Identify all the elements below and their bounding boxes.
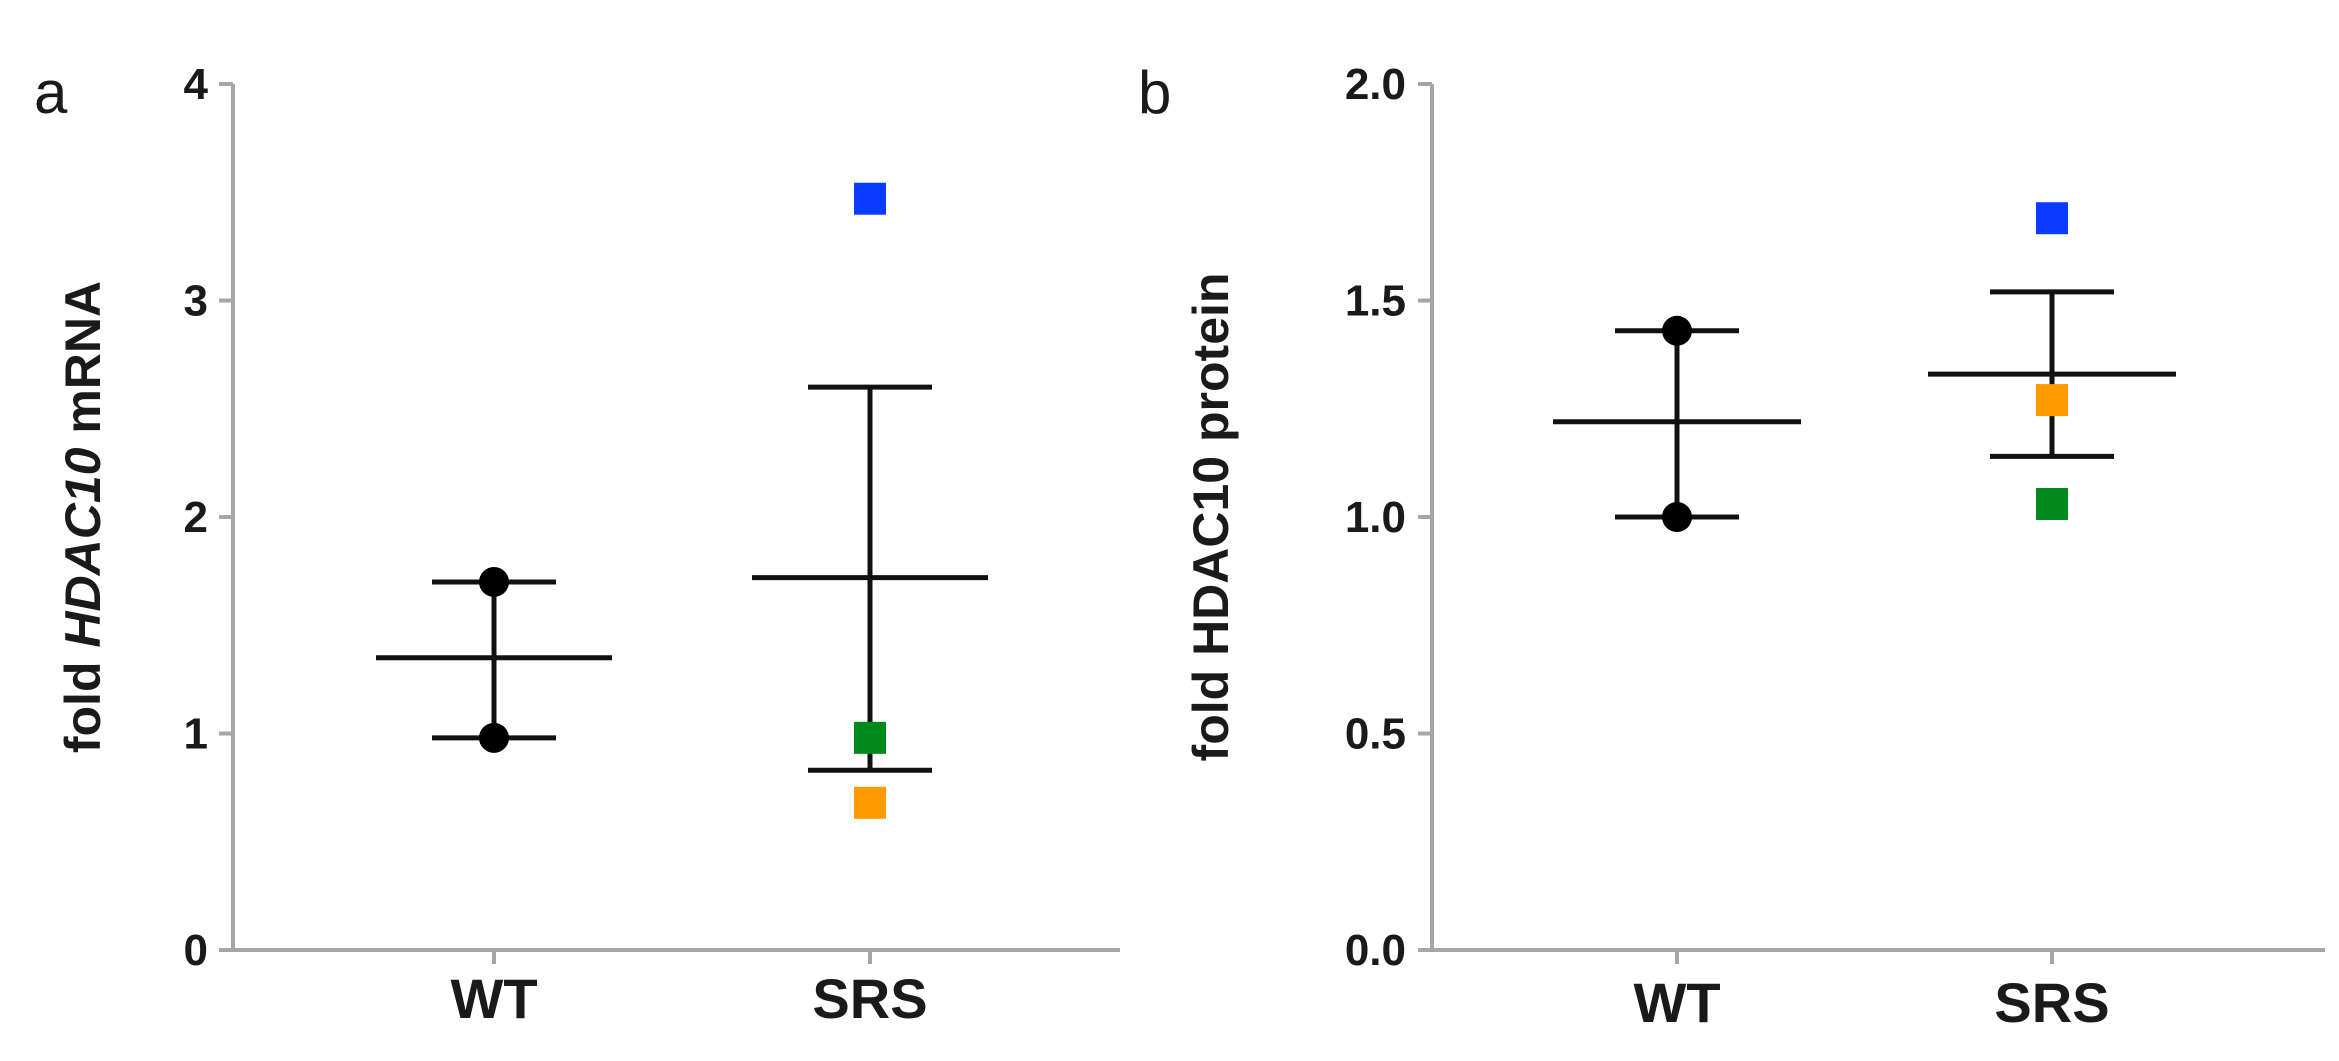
panel-letter: a [34, 59, 68, 126]
y-axis-title: fold HDAC10 mRNA [55, 281, 111, 753]
data-point [2036, 488, 2068, 521]
y-tick-label: 1.5 [1345, 277, 1406, 326]
y-tick-label: 4 [184, 60, 209, 109]
data-point [479, 722, 509, 753]
x-category-label: SRS [1994, 971, 2109, 1034]
y-tick-label: 3 [184, 277, 208, 326]
data-point [854, 721, 886, 754]
data-point [479, 566, 509, 597]
data-point [1662, 315, 1692, 346]
data-point [1662, 502, 1692, 532]
y-tick-label: 0.0 [1345, 926, 1406, 975]
panel-b: b 0.0 0.5 1.0 1.5 2.0 fold HDAC10 protein WT SRS [1138, 59, 2325, 1034]
panel-letter: b [1138, 59, 1171, 126]
group-srs [1928, 202, 2176, 521]
group-wt [376, 566, 612, 753]
group-srs [752, 182, 988, 819]
y-axis-title-part: fold HDAC10 protein [1183, 273, 1239, 762]
data-point [2036, 202, 2068, 235]
y-tick-label: 0.5 [1345, 710, 1406, 759]
data-point [854, 786, 886, 819]
y-tick-label: 2.0 [1345, 60, 1406, 109]
y-tick-label: 0 [184, 926, 208, 975]
y-tick-label: 2 [184, 493, 208, 542]
y-axis-title-part: fold [55, 648, 111, 754]
x-category-label: SRS [812, 967, 927, 1030]
y-axis-title-part: mRNA [55, 281, 111, 448]
group-wt [1553, 315, 1801, 532]
panel-a: a 0 1 2 3 4 fold HDAC10 mRNA WT SRS [34, 59, 1120, 1030]
x-category-label: WT [450, 967, 537, 1030]
data-point [2036, 384, 2068, 417]
y-tick-label: 1 [184, 710, 208, 759]
x-category-label: WT [1633, 971, 1720, 1034]
data-point [854, 182, 886, 215]
y-tick-label: 1.0 [1345, 493, 1406, 542]
y-axis-title: fold HDAC10 protein [1183, 273, 1239, 762]
y-axis-title-part: HDAC10 [55, 447, 111, 647]
